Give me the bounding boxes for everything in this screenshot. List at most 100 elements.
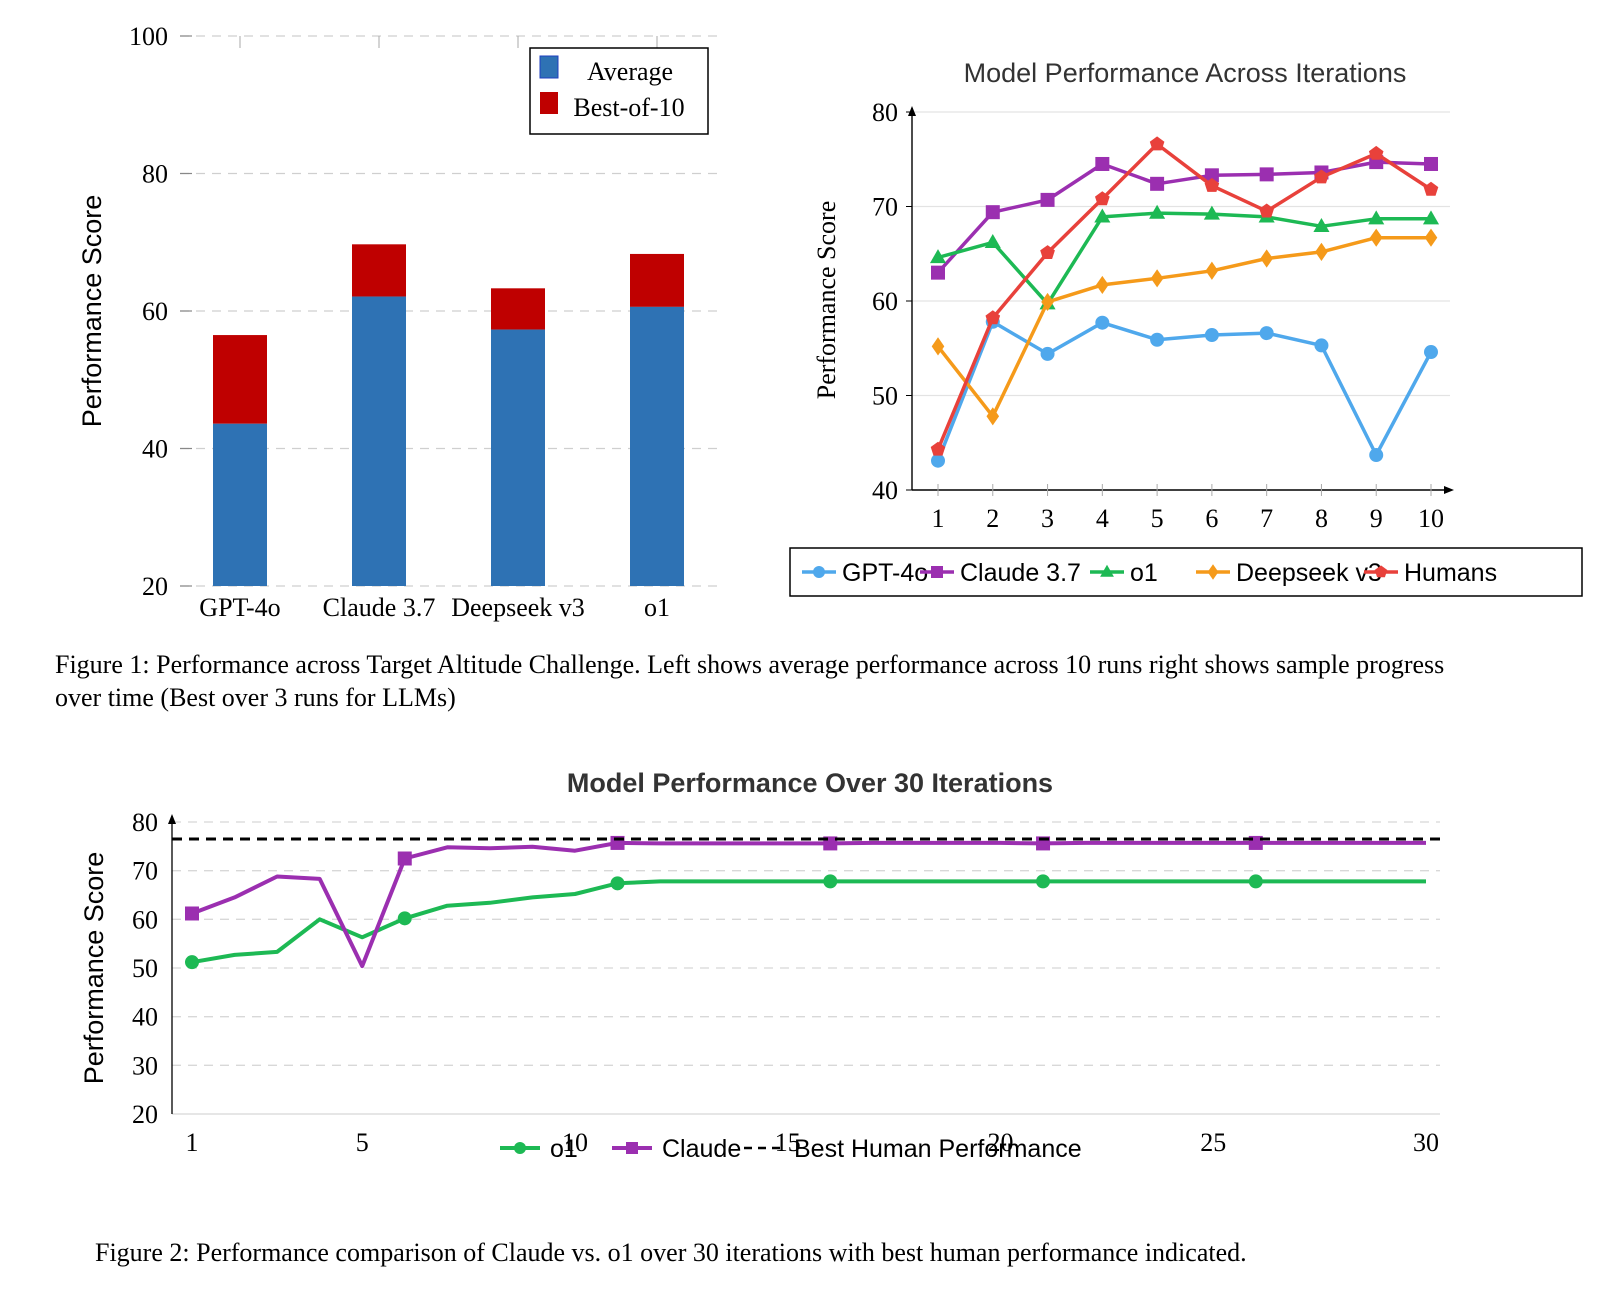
y-tick-label: 40 bbox=[872, 476, 898, 505]
y-tick-label: 60 bbox=[132, 905, 158, 934]
legend-marker-o1-icon bbox=[514, 1142, 526, 1154]
series-o1 bbox=[929, 204, 1440, 310]
point-gpt-4o-5 bbox=[1150, 332, 1165, 347]
y-tick-label: 60 bbox=[142, 297, 168, 326]
point-claude-3-7-3 bbox=[1040, 192, 1055, 207]
point-o1-5 bbox=[1149, 204, 1166, 219]
bar-chart-y-axis-label: Performance Score bbox=[77, 195, 107, 428]
point-o1-1 bbox=[185, 955, 199, 970]
point-o1-11 bbox=[610, 876, 625, 891]
legend-label-claude-3-7: Claude 3.7 bbox=[960, 559, 1081, 587]
legend-item-best-human-performance: Best Human Performance bbox=[744, 1135, 1082, 1163]
point-deepseek-v3-7 bbox=[1260, 249, 1273, 268]
point-humans-10 bbox=[1423, 181, 1439, 196]
figure-1-caption: Figure 1: Performance across Target Alti… bbox=[55, 650, 1445, 712]
y-axis-arrow-icon bbox=[908, 106, 916, 116]
point-humans-2 bbox=[985, 310, 1001, 325]
point-humans-4 bbox=[1095, 191, 1110, 206]
line-o1 bbox=[937, 211, 1431, 306]
bar-average-gpt-4o bbox=[213, 423, 267, 586]
chart-30-x-ticks: 1 5 10 15 20 25 30 bbox=[186, 1128, 1440, 1157]
series-humans bbox=[930, 136, 1439, 456]
point-deepseek-v3-10 bbox=[1424, 228, 1438, 247]
line-chart-axes bbox=[906, 106, 1454, 496]
chart-30-series bbox=[172, 835, 1440, 970]
bar-average-o1 bbox=[630, 306, 684, 586]
point-humans-6 bbox=[1204, 178, 1220, 192]
x-tick-label: 20 bbox=[987, 1128, 1013, 1157]
point-gpt-4o-8 bbox=[1314, 338, 1329, 353]
point-gpt-4o-9 bbox=[1369, 448, 1384, 463]
legend-marker-humans-icon bbox=[1374, 565, 1388, 578]
point-o1-1 bbox=[929, 249, 947, 264]
legend-swatch-average bbox=[539, 55, 559, 79]
legend-item-humans: Humans bbox=[1364, 559, 1497, 587]
bar-chart-average-vs-best: 20 40 60 80 100 GPT-4o Claude 3.7 Deepseek v3 o… bbox=[77, 22, 720, 622]
bar-best-of-10-claude-3-7 bbox=[352, 244, 406, 297]
series-claude bbox=[185, 835, 1426, 969]
line-chart-title: Model Performance Across Iterations bbox=[964, 58, 1407, 88]
x-tick-label: 10 bbox=[562, 1128, 588, 1157]
x-tick-label: 1 bbox=[186, 1128, 199, 1157]
y-tick-label: 70 bbox=[872, 193, 898, 222]
point-humans-5 bbox=[1149, 136, 1165, 151]
legend-item-claude: Claude bbox=[612, 1135, 741, 1163]
point-humans-8 bbox=[1314, 169, 1329, 184]
x-tick-label-o1: o1 bbox=[644, 593, 670, 622]
point-gpt-4o-7 bbox=[1259, 326, 1274, 341]
x-tick-label: 3 bbox=[1041, 504, 1054, 533]
bar-best-of-10-gpt-4o bbox=[213, 335, 267, 424]
legend-label-gpt-4o: GPT-4o bbox=[842, 559, 928, 587]
point-claude-3-7-5 bbox=[1150, 176, 1165, 191]
chart-30-title: Model Performance Over 30 Iterations bbox=[567, 768, 1053, 798]
point-o1-8 bbox=[1313, 217, 1330, 232]
x-tick-label-gpt-4o: GPT-4o bbox=[199, 593, 280, 622]
y-tick-label: 30 bbox=[132, 1051, 158, 1080]
series-o1 bbox=[185, 874, 1426, 970]
x-tick-label-deepseek-v3: Deepseek v3 bbox=[451, 593, 585, 622]
y-tick-label: 50 bbox=[872, 382, 898, 411]
point-o1-10 bbox=[1422, 210, 1440, 225]
legend-label-humans: Humans bbox=[1404, 559, 1497, 587]
bar-chart-legend: Average Best-of-10 bbox=[529, 47, 709, 135]
point-o1-6 bbox=[397, 911, 412, 926]
line-chart-series bbox=[929, 136, 1440, 468]
point-claude-1 bbox=[185, 906, 199, 921]
legend-marker-claude-icon bbox=[626, 1142, 638, 1154]
point-humans-7 bbox=[1259, 203, 1274, 218]
legend-item-o1: o1 bbox=[500, 1135, 578, 1163]
point-humans-9 bbox=[1368, 145, 1384, 160]
point-deepseek-v3-9 bbox=[1369, 228, 1383, 247]
legend-label-o1: o1 bbox=[1130, 559, 1158, 587]
legend-marker-claude-3-7-icon bbox=[931, 566, 943, 578]
line-chart-gridlines bbox=[912, 111, 1450, 397]
point-claude-3-7-4 bbox=[1095, 156, 1110, 171]
x-axis-arrow-icon bbox=[1444, 486, 1454, 494]
point-deepseek-v3-6 bbox=[1205, 261, 1219, 280]
bar-best-of-10-deepseek-v3 bbox=[491, 288, 545, 330]
point-o1-26 bbox=[1248, 874, 1263, 889]
line-chart-y-ticks: 40 50 60 70 80 bbox=[872, 98, 898, 505]
y-tick-label: 80 bbox=[132, 808, 158, 837]
point-deepseek-v3-5 bbox=[1150, 269, 1164, 288]
point-deepseek-v3-4 bbox=[1096, 275, 1109, 295]
legend-label-deepseek-v3: Deepseek v3 bbox=[1236, 559, 1382, 587]
legend-item-o1: o1 bbox=[1090, 559, 1158, 587]
x-tick-label: 6 bbox=[1205, 504, 1218, 533]
legend-label-o1: o1 bbox=[550, 1135, 578, 1163]
x-tick-label: 5 bbox=[1151, 504, 1164, 533]
legend-item-gpt-4o: GPT-4o bbox=[802, 559, 928, 587]
x-tick-label-claude-3-7: Claude 3.7 bbox=[323, 593, 436, 622]
chart-30-axes bbox=[168, 814, 176, 1114]
x-tick-label: 4 bbox=[1096, 504, 1109, 533]
x-tick-label: 10 bbox=[1418, 504, 1444, 533]
line-chart-30-iterations: Model Performance Over 30 Iterations 20 3… bbox=[79, 768, 1440, 1163]
series-gpt-4o bbox=[931, 314, 1438, 468]
legend-marker-deepseek-v3-icon bbox=[1207, 564, 1219, 580]
bar-chart-y-ticks: 20 40 60 80 100 bbox=[129, 22, 168, 601]
point-o1-21 bbox=[1036, 874, 1051, 889]
point-gpt-4o-4 bbox=[1095, 315, 1110, 330]
legend-label-claude: Claude bbox=[662, 1135, 741, 1163]
line-gpt-4o bbox=[936, 320, 1433, 462]
y-tick-label: 80 bbox=[142, 160, 168, 189]
